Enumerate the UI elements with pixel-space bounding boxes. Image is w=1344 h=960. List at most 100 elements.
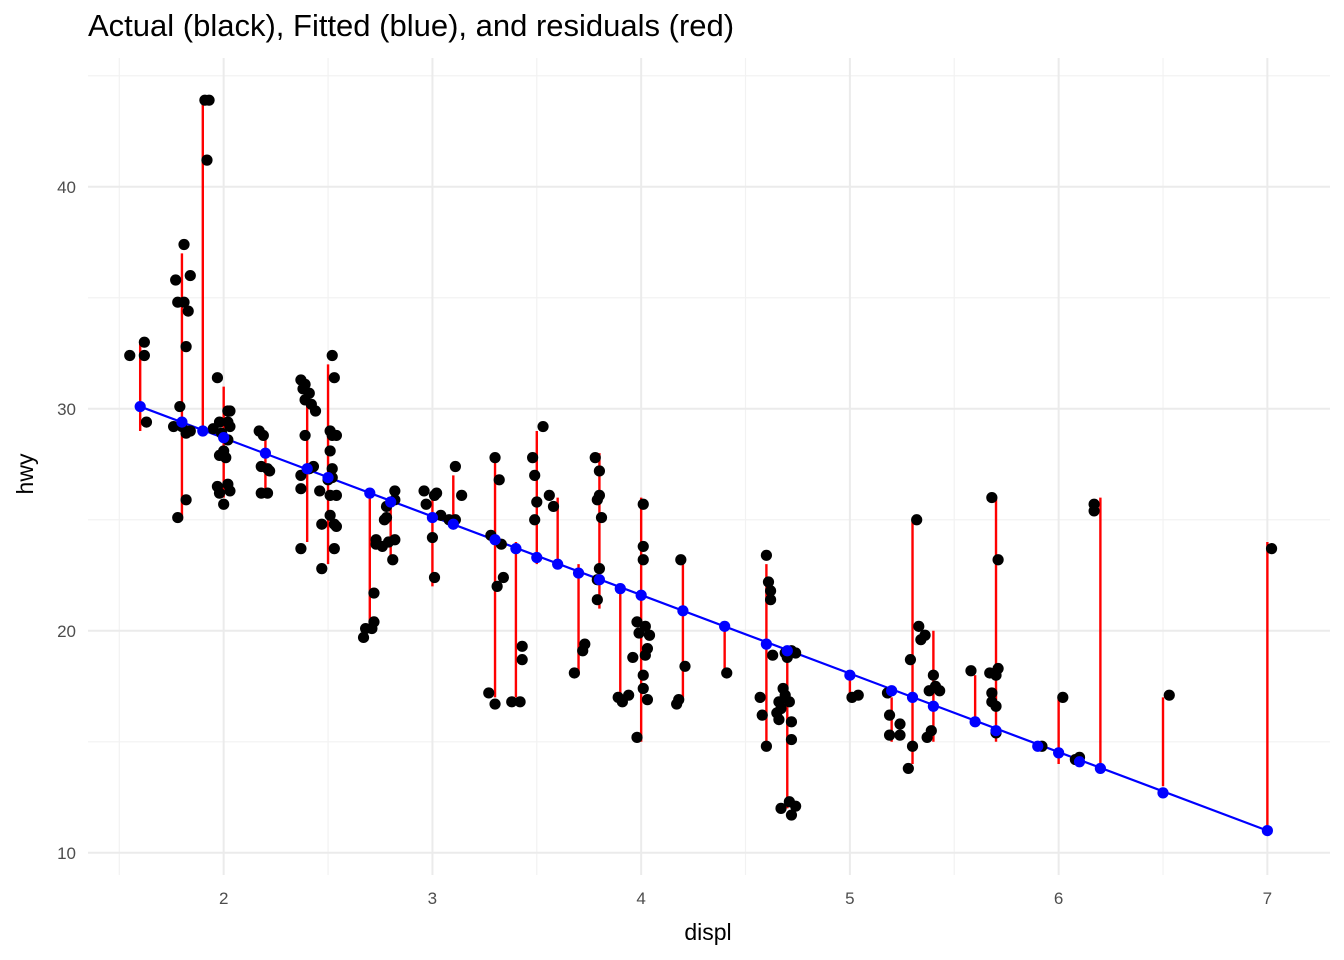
actual-point — [913, 620, 925, 632]
fitted-point — [635, 589, 647, 601]
actual-point — [992, 554, 1004, 566]
actual-point — [483, 687, 495, 699]
actual-point — [261, 487, 274, 499]
fitted-point — [531, 551, 543, 564]
x-tick-label: 2 — [219, 889, 228, 908]
actual-point — [783, 696, 795, 708]
actual-point — [489, 452, 501, 464]
fitted-point — [364, 487, 376, 499]
actual-point — [506, 696, 518, 708]
y-tick-label: 30 — [57, 400, 76, 419]
actual-point — [643, 629, 656, 641]
actual-point — [721, 667, 733, 679]
actual-point — [894, 729, 906, 741]
fitted-point — [1053, 747, 1065, 759]
actual-point — [762, 576, 775, 588]
fitted-point — [593, 574, 606, 586]
fitted-point — [760, 638, 773, 650]
actual-point — [316, 563, 328, 575]
actual-point — [299, 429, 311, 442]
actual-point — [224, 485, 236, 497]
actual-point — [326, 463, 338, 475]
actual-point — [174, 400, 186, 413]
actual-point — [785, 716, 798, 728]
x-tick-label: 6 — [1054, 889, 1063, 908]
actual-point — [906, 740, 919, 752]
actual-point — [357, 631, 370, 644]
actual-point — [224, 420, 236, 433]
fitted-point — [134, 400, 146, 413]
actual-point — [167, 420, 180, 433]
actual-point — [170, 274, 182, 286]
actual-point — [919, 629, 931, 641]
actual-point — [529, 469, 541, 481]
fitted-point — [385, 496, 397, 508]
actual-point — [527, 452, 539, 464]
fitted-point — [906, 691, 919, 703]
actual-point — [514, 696, 526, 708]
actual-point — [426, 531, 439, 544]
actual-point — [579, 638, 591, 650]
actual-point — [328, 372, 340, 384]
actual-point — [489, 698, 501, 710]
actual-point — [222, 405, 234, 417]
fitted-point — [886, 685, 898, 697]
actual-point — [785, 809, 798, 821]
fitted-point — [1073, 756, 1086, 768]
actual-point — [1163, 689, 1175, 701]
actual-point — [673, 694, 685, 706]
actual-point — [637, 554, 649, 566]
actual-point — [1088, 505, 1100, 517]
actual-point — [330, 429, 342, 442]
actual-point — [418, 485, 430, 497]
actual-point — [456, 489, 468, 501]
fitted-point — [719, 620, 731, 632]
actual-point — [218, 498, 230, 510]
fitted-point — [614, 583, 626, 595]
actual-point — [211, 372, 224, 384]
actual-point — [990, 700, 1002, 712]
actual-point — [595, 511, 608, 524]
y-axis-ticks: 10 20 30 40 — [57, 178, 76, 863]
actual-point — [639, 649, 651, 661]
actual-point — [986, 687, 998, 699]
actual-point — [852, 689, 864, 701]
actual-point — [257, 429, 269, 442]
actual-point — [591, 594, 603, 606]
actual-point — [775, 802, 787, 814]
actual-point — [449, 460, 461, 473]
actual-point — [764, 594, 777, 606]
actual-point — [326, 349, 338, 362]
fitted-point — [510, 543, 522, 555]
actual-point — [180, 494, 192, 506]
fitted-point — [489, 534, 501, 546]
actual-point — [543, 489, 555, 501]
actual-point — [965, 665, 977, 677]
actual-point — [754, 691, 766, 703]
actual-point — [589, 452, 601, 464]
actual-point — [679, 660, 691, 672]
actual-point — [497, 571, 509, 584]
actual-point — [627, 651, 639, 664]
x-axis-title: displ — [684, 919, 731, 945]
actual-point — [639, 620, 651, 632]
actual-point — [389, 485, 401, 497]
actual-point — [675, 554, 687, 566]
actual-point — [990, 669, 1002, 681]
fitted-point — [572, 567, 585, 579]
x-tick-label: 3 — [428, 889, 437, 908]
y-axis-title: hwy — [12, 453, 38, 494]
actual-point — [904, 654, 917, 666]
fitted-point — [176, 416, 188, 428]
actual-point — [1057, 691, 1069, 703]
actual-point — [641, 694, 654, 706]
actual-point — [180, 341, 192, 353]
actual-point — [201, 154, 213, 166]
actual-point — [309, 405, 322, 417]
actual-point — [368, 587, 380, 599]
fitted-point — [426, 511, 439, 524]
y-tick-label: 40 — [57, 178, 76, 197]
actual-point — [420, 498, 432, 510]
fitted-point — [1032, 740, 1044, 752]
